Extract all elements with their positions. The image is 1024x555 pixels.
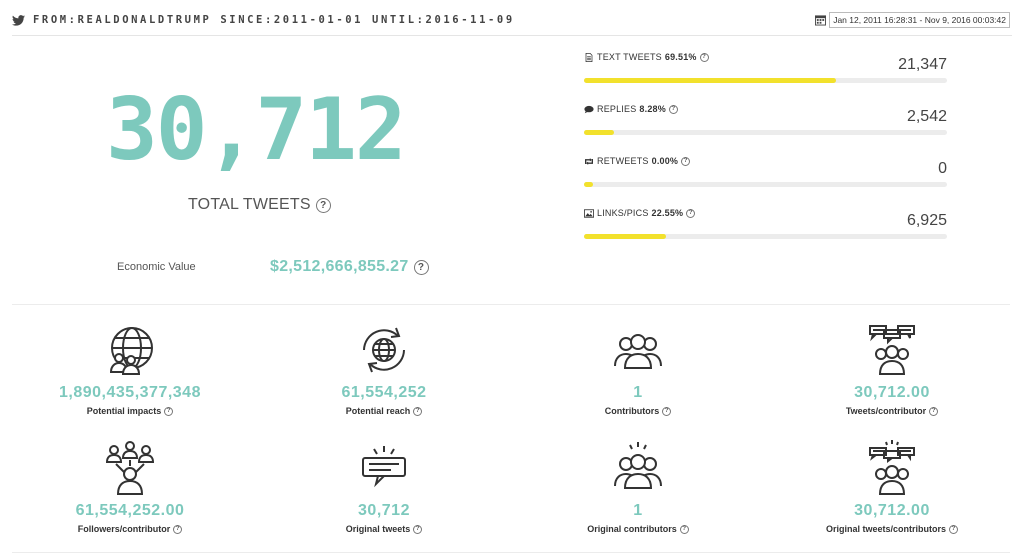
breakdown-label: LINKS/PICS [597,208,649,218]
breakdown-row-text-tweets: TEXT TWEETS 69.51% ? 21,347 [584,50,948,90]
retweet-icon [585,157,593,165]
speech-lines-icon [362,446,406,488]
group-chat-icon [869,325,915,375]
total-tweets-label-text: TOTAL TWEETS [188,196,311,213]
breakdown-count: 6,925 [906,212,947,229]
stat-original-tweets: 30,712 Original tweets? [274,440,494,534]
help-icon[interactable]: ? [668,104,678,114]
chat-icon [584,105,594,113]
stat-value: 61,554,252.00 [75,502,185,519]
stat-original-tweets-per-contributor: 30,712.00 Original tweets/contributors? [782,440,1002,534]
breakdown-bar-track [584,182,947,187]
stat-caption: Original tweets [345,524,411,534]
stat-value: 1 [633,502,643,519]
economic-value-label: Economic Value [117,261,196,273]
breakdown-bar-track [584,78,947,83]
help-icon[interactable]: ? [949,524,958,534]
network-people-icon [105,441,155,495]
twitter-bird-icon [12,14,25,26]
date-range-field[interactable]: Jan 12, 2011 16:28:31 - Nov 9, 2016 00:0… [829,12,1010,28]
help-icon[interactable]: ? [413,259,429,275]
date-range-picker[interactable]: Jan 12, 2011 16:28:31 - Nov 9, 2016 00:0… [815,12,1010,28]
breakdown-bar-fill [584,182,594,187]
group-spark-icon [614,442,662,489]
economic-value-amount: $2,512,666,855.27 [270,258,409,275]
help-icon[interactable]: ? [164,406,174,416]
stat-value: 30,712.00 [854,384,930,401]
stat-potential-reach: 61,554,252 Potential reach? [274,322,494,416]
stat-caption: Potential impacts [86,406,162,416]
stat-caption: Potential reach [345,406,411,416]
globe-people-icon [109,327,153,375]
help-icon[interactable]: ? [413,406,423,416]
search-query: FROM:REALDONALDTRUMP SINCE:2011-01-01 UN… [12,14,515,26]
image-icon [584,208,594,218]
stat-value: 30,712 [358,502,410,519]
breakdown-label: RETWEETS [597,156,649,166]
stat-value: 30,712.00 [854,502,930,519]
total-tweets-value: 30,712 [106,80,407,180]
stat-caption: Original tweets/contributors [825,524,946,534]
breakdown-label: TEXT TWEETS [597,52,662,62]
breakdown-percent: 69.51% [664,52,697,62]
breakdown-percent: 22.55% [651,208,684,218]
stat-contributors: 1 Contributors? [528,322,748,416]
help-icon[interactable]: ? [681,156,691,166]
header-bar: FROM:REALDONALDTRUMP SINCE:2011-01-01 UN… [12,0,1012,36]
help-icon[interactable]: ? [699,52,709,62]
stat-potential-impacts: 1,890,435,377,348 Potential impacts? [20,322,240,416]
breakdown-label: REPLIES [597,104,637,114]
breakdown-count: 0 [938,160,947,177]
group-icon [614,334,662,369]
help-icon[interactable]: ? [679,524,689,534]
breakdown-row-retweets: RETWEETS 0.00% ? 0 [584,154,948,194]
breakdown-bar-track [584,234,947,239]
breakdown-row-links-pics: LINKS/PICS 22.55% ? 6,925 [584,206,948,246]
search-query-text: FROM:REALDONALDTRUMP SINCE:2011-01-01 UN… [33,14,515,26]
stat-tweets-per-contributor: 30,712.00 Tweets/contributor? [782,322,1002,416]
help-icon[interactable]: ? [686,208,696,218]
breakdown-percent: 0.00% [651,156,679,166]
help-icon[interactable]: ? [413,524,423,534]
calendar-icon [815,15,827,26]
stat-value: 1 [633,384,643,401]
globe-refresh-icon [363,327,405,373]
breakdown-count: 21,347 [898,56,947,73]
help-icon[interactable]: ? [662,406,672,416]
document-icon [585,52,593,62]
breakdown-bar-fill [584,130,615,135]
group-chat-spark-icon [869,440,915,495]
stat-caption: Tweets/contributor [845,406,927,416]
bottom-border [12,552,1010,553]
stat-caption: Contributors [604,406,660,416]
stat-value: 61,554,252 [341,384,427,401]
breakdown-count: 2,542 [906,108,947,125]
help-icon[interactable]: ? [315,197,331,213]
stat-caption: Original contributors [587,524,677,534]
help-icon[interactable]: ? [173,524,183,534]
breakdown-row-replies: REPLIES 8.28% ? 2,542 [584,102,948,142]
help-icon[interactable]: ? [929,406,939,416]
breakdown-bar-fill [584,234,666,239]
stat-followers-per-contributor: 61,554,252.00 Followers/contributor? [20,440,240,534]
total-tweets-label: TOTAL TWEETS ? [188,196,331,214]
breakdown-percent: 8.28% [639,104,666,114]
breakdown-bar-fill [584,78,837,83]
stat-caption: Followers/contributor [77,524,171,534]
breakdown-bar-track [584,130,947,135]
stat-value: 1,890,435,377,348 [59,384,201,401]
economic-value: $2,512,666,855.27 ? [270,258,429,276]
stat-original-contributors: 1 Original contributors? [528,440,748,534]
section-divider [12,304,1010,305]
